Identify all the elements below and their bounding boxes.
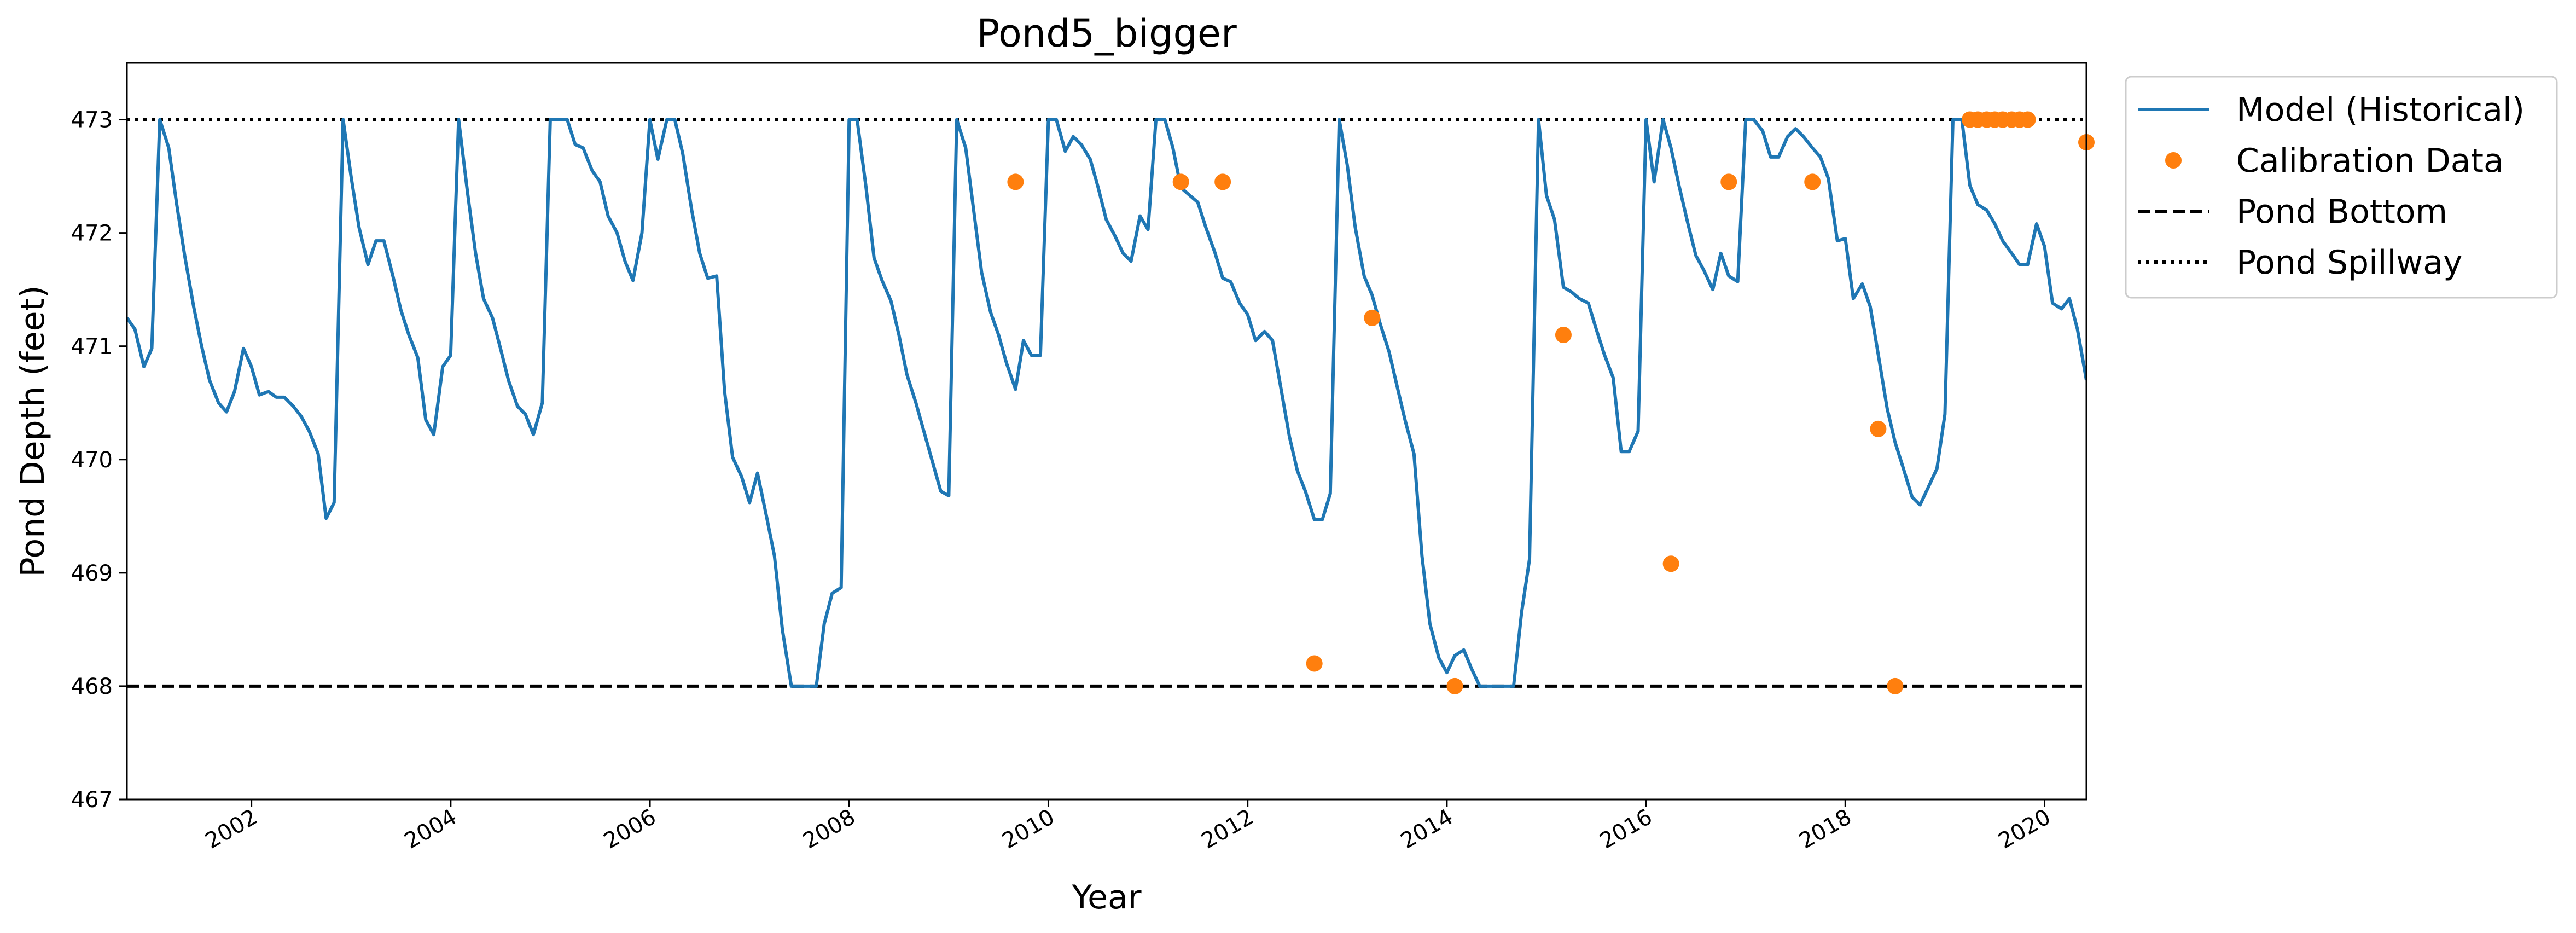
x-tick-label: 2006 xyxy=(600,804,660,854)
x-tick-label: 2014 xyxy=(1397,804,1457,854)
y-tick-label: 467 xyxy=(71,787,113,813)
x-tick-label: 2010 xyxy=(998,804,1059,854)
calibration-point xyxy=(1007,173,1024,190)
calibration-point xyxy=(1720,173,1737,190)
x-tick-label: 2020 xyxy=(1994,804,2055,854)
y-tick-label: 473 xyxy=(71,108,113,133)
legend: Model (Historical) Calibration Data Pond B… xyxy=(2125,76,2558,299)
calibration-point xyxy=(1662,555,1679,572)
calibration-point xyxy=(1555,326,1572,343)
calibration-point xyxy=(1804,173,1821,190)
chart-title: Pond5_bigger xyxy=(976,11,1237,56)
plot-area xyxy=(126,62,2095,801)
model-historical-line xyxy=(127,118,2086,688)
legend-swatch-calibration xyxy=(2165,152,2182,169)
legend-label: Pond Spillway xyxy=(2236,244,2462,282)
x-tick-label: 2012 xyxy=(1197,804,1258,854)
y-tick-label: 470 xyxy=(71,448,113,473)
calibration-point xyxy=(2019,111,2036,128)
x-axis-title: Year xyxy=(1071,878,1141,917)
legend-label: Pond Bottom xyxy=(2236,193,2447,231)
calibration-point xyxy=(1172,173,1189,190)
calibration-point xyxy=(1446,677,1463,694)
y-tick-label: 468 xyxy=(71,674,113,699)
legend-label: Calibration Data xyxy=(2236,142,2504,180)
legend-box xyxy=(2125,76,2558,299)
x-axis: 2002 2004 2006 2008 2010 2012 2014 2016 2018 2020 xyxy=(201,799,2055,854)
calibration-point xyxy=(1364,309,1381,326)
y-tick-label: 472 xyxy=(71,221,113,246)
y-axis-title: Pond Depth (feet) xyxy=(14,285,52,577)
y-tick-label: 471 xyxy=(71,334,113,360)
x-tick-label: 2004 xyxy=(400,804,461,854)
calibration-point xyxy=(1887,677,1904,694)
y-tick-label: 469 xyxy=(71,561,113,586)
plot-frame xyxy=(126,62,2087,801)
x-tick-label: 2016 xyxy=(1596,804,1656,854)
x-tick-label: 2002 xyxy=(201,804,261,854)
calibration-point xyxy=(1306,655,1323,672)
calibration-point xyxy=(1870,420,1887,437)
x-tick-label: 2018 xyxy=(1795,804,1856,854)
calibration-point xyxy=(1214,173,1231,190)
x-tick-label: 2008 xyxy=(799,804,859,854)
legend-label: Model (Historical) xyxy=(2236,91,2525,129)
y-axis: 467 468 469 470 471 472 473 xyxy=(71,108,127,813)
